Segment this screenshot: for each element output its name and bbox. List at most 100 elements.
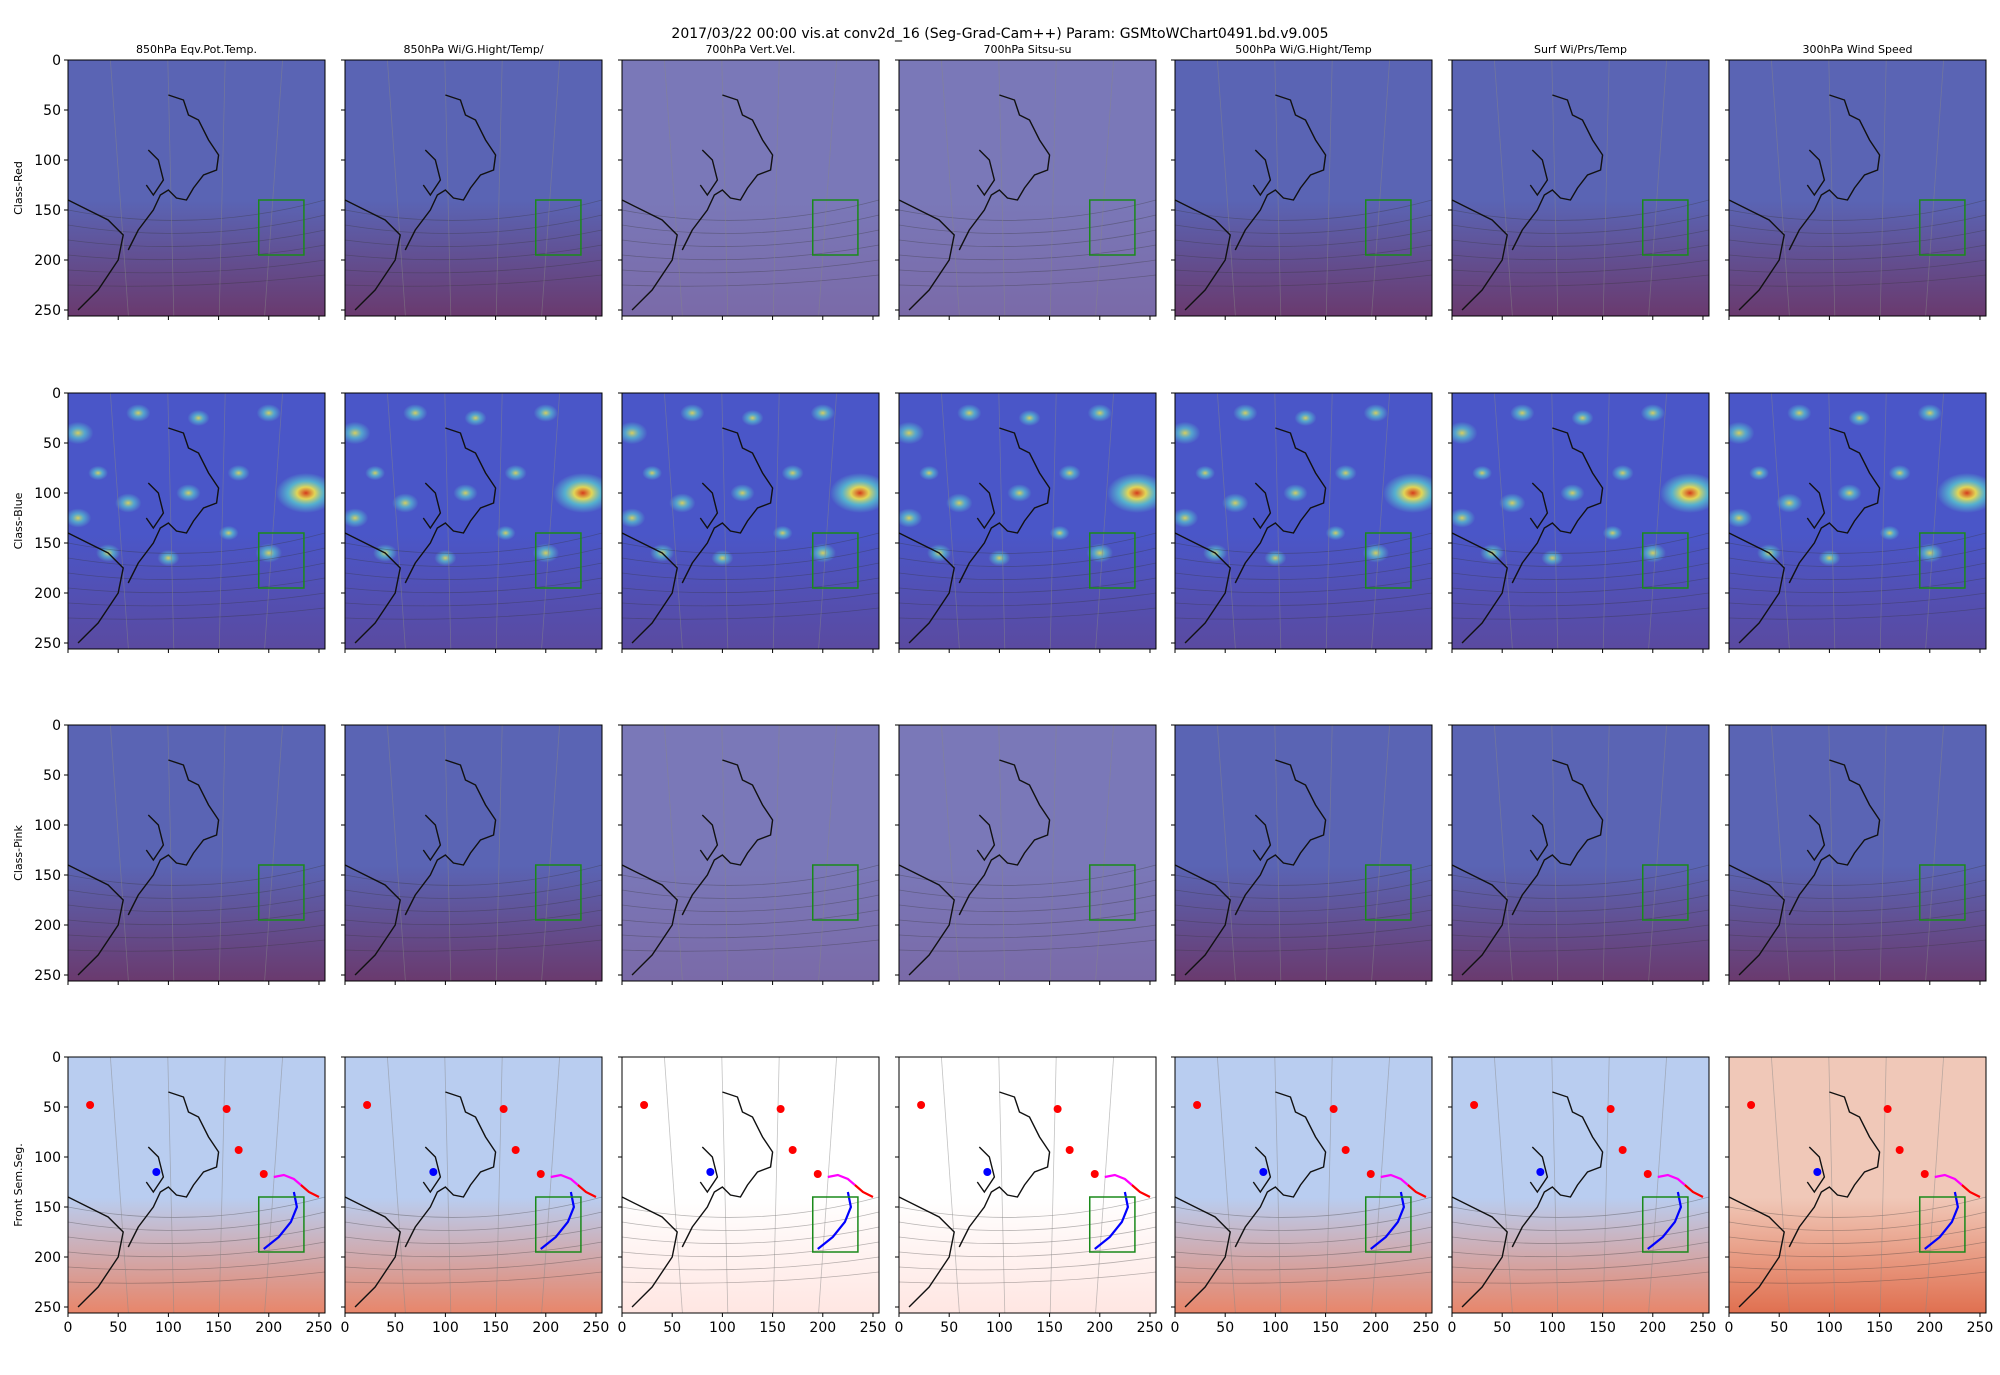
gradcam-hotspot [1571,410,1594,426]
red-marker [1618,1146,1627,1154]
coastline [899,864,955,976]
panel-field [1175,60,1432,316]
x-tick-label: 50 [1770,1320,1788,1336]
contour-line [1729,894,1986,912]
x-tick-label: 0 [618,1320,627,1336]
contour-line [1175,562,1432,580]
graticule-line [1648,1057,1667,1313]
x-tick-label: 250 [1690,1320,1717,1336]
panel-frame [621,59,880,317]
graticule-line [1371,393,1390,649]
coastline [699,149,719,197]
red-marker [1606,1105,1615,1113]
contour-line [1729,879,1986,899]
panel [341,724,603,985]
panel-field [68,60,325,316]
contour-line [1729,1226,1986,1244]
contour-line [1729,864,1986,886]
gradcam-hotspot [1879,525,1900,541]
contour-line [1729,214,1986,234]
contour-line [68,547,325,567]
contour-line [899,244,1156,261]
panel [1171,392,1433,653]
gradcam-hotspot [126,404,151,422]
x-tick-label: 200 [1639,1320,1666,1336]
blue-marker [1536,1168,1545,1176]
coastline [1234,1091,1327,1248]
contour-line [622,214,879,234]
panel [1171,724,1433,985]
y-tick-label: 250 [34,968,61,984]
panel-frame [67,59,326,317]
contour-line [899,592,1156,607]
x-tick-label: 150 [759,1320,786,1336]
gradcam-hotspot [730,484,755,502]
contour-line [1175,547,1432,567]
x-tick-label: 50 [1493,1320,1511,1336]
panel-field [1729,1057,1986,1313]
coastline [68,199,124,311]
gradcam-hotspot [622,421,648,445]
contour-line [1452,229,1709,247]
contour-line [345,547,602,567]
y-tick-label: 150 [34,536,61,552]
panel-frame [67,1056,326,1314]
graticule-line [772,1057,780,1313]
coastline [1175,1196,1231,1308]
contour-line [622,199,879,221]
panel-frame [1728,392,1987,650]
gradcam-hotspot [365,465,386,481]
gradcam-hotspot [622,508,646,528]
panel-frame [67,724,326,982]
graticule-line [110,393,129,649]
panel [1725,59,1987,320]
gradcam-hotspot [1283,484,1308,502]
graticule-line [495,60,503,316]
red-marker [1470,1101,1479,1109]
contour-line [1452,1196,1709,1218]
x-tick-label: 200 [532,1320,559,1336]
y-tick-label: 50 [43,1100,61,1116]
gradcam-hotspot [1106,473,1156,513]
gradcam-hotspot [1640,404,1665,422]
panel-field [68,1057,325,1313]
contour-line [1175,229,1432,247]
panel-frame [1451,724,1710,982]
warm-front [1407,1184,1427,1198]
focus-box [811,199,859,256]
coastline [1234,759,1327,916]
graticule-line [998,725,1006,981]
y-tick-label: 0 [52,386,61,402]
gradcam-hotspot [1222,493,1249,513]
contour-line [1175,532,1432,554]
contour-line [1175,199,1432,221]
gradcam-hotspot [809,543,836,563]
graticule-line [1828,725,1836,981]
red-marker [363,1101,372,1109]
coastline [958,427,1051,584]
red-marker [86,1101,95,1109]
graticule-line [941,1057,960,1313]
x-tick-label: 50 [663,1320,681,1336]
warm-front [1684,1184,1704,1198]
panel-frame [1451,1056,1710,1314]
x-tick-label: 200 [1086,1320,1113,1336]
graticule-line [1049,60,1057,316]
gradcam-hotspot [1776,493,1803,513]
x-tick-label: 200 [1362,1320,1389,1336]
panel [895,392,1157,653]
graticule-line [444,60,452,316]
graticule-line [1325,1057,1333,1313]
contour-line [1452,532,1709,554]
gradcam-hotspot [495,525,516,541]
coastline [345,1196,401,1308]
coastline [1729,199,1785,311]
graticule-line [264,60,283,316]
x-tick-label: 50 [940,1320,958,1336]
coastline [699,814,719,862]
contour-line [345,199,602,221]
graticule-line [1371,1057,1390,1313]
x-tick-label: 150 [1866,1320,1893,1336]
focus-box [534,1196,582,1253]
contour-line [1729,924,1986,939]
